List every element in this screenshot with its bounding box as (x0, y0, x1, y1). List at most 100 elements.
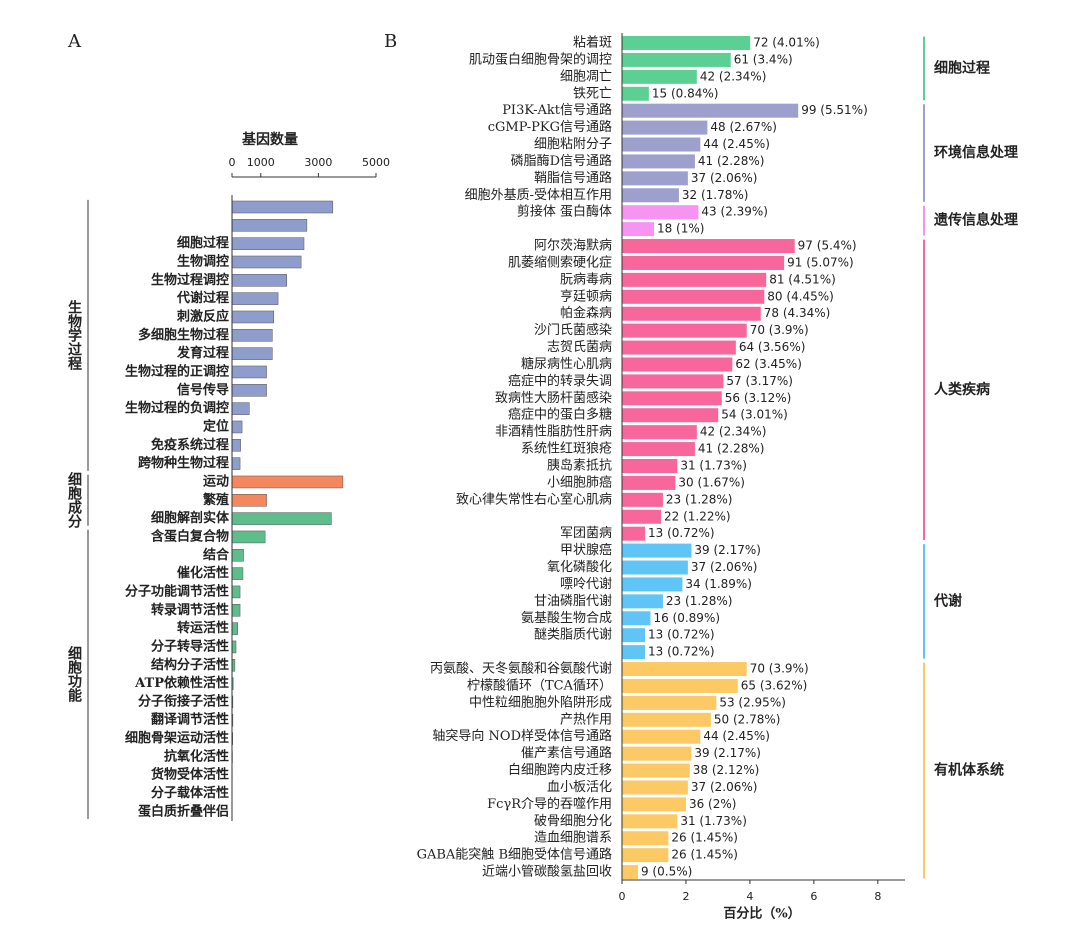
category-label: 系统性红斑狼疮 (521, 441, 612, 457)
bar (622, 628, 646, 643)
value-label: 72 (4.01%) (753, 36, 820, 50)
group-label: 细胞过程 (934, 59, 990, 76)
panel-letter: B (384, 31, 397, 52)
bar (622, 848, 669, 863)
category-label: 运动 (203, 474, 229, 489)
value-label: 32 (1.78%) (682, 188, 749, 202)
category-label: 鞘脂信号通路 (534, 170, 612, 186)
category-label: cGMP-PKG信号通路 (488, 119, 612, 135)
category-label: 定位 (202, 418, 229, 434)
bar (622, 492, 663, 507)
category-label: 磷脂酶D信号通路 (511, 153, 612, 169)
category-label: 帕金森病 (560, 305, 612, 321)
category-label: 细胞解剖实体 (151, 510, 230, 526)
category-label: 免疫系统过程 (151, 437, 229, 453)
bar (622, 239, 795, 254)
panel-letter: A (67, 31, 82, 52)
category-label: 繁殖 (203, 492, 229, 508)
bar (622, 797, 686, 812)
category-label: 致心律失常性右心室心肌病 (456, 491, 612, 507)
category-label: 货物受体活性 (151, 767, 229, 783)
bar (622, 746, 692, 761)
value-label: 41 (2.28%) (698, 154, 765, 168)
bar (231, 439, 241, 452)
x-tick-label: 6 (810, 890, 817, 903)
bar (622, 103, 799, 118)
category-label: 蛋白质折叠伴侣 (138, 803, 229, 819)
value-label: 34 (1.89%) (685, 577, 752, 591)
value-label: 70 (3.9%) (750, 662, 809, 676)
category-label: 分子衔接子活性 (138, 693, 229, 709)
value-label: 80 (4.45%) (767, 289, 834, 303)
category-label: 嘌呤代谢 (560, 576, 612, 592)
bar (622, 577, 683, 592)
value-label: 13 (0.72%) (648, 526, 715, 540)
category-label: 朊病毒病 (560, 272, 612, 287)
category-label: 多细胞生物过程 (138, 327, 229, 343)
value-label: 16 (0.89%) (653, 611, 720, 625)
bar (231, 384, 267, 397)
value-label: 41 (2.28%) (698, 442, 765, 456)
bar (231, 457, 241, 470)
category-label: 轴突导向 NOD样受体信号通路 (432, 728, 612, 744)
value-label: 44 (2.45%) (703, 137, 770, 151)
bar (622, 52, 731, 67)
category-label: 近端小管碳酸氢盐回收 (482, 865, 612, 880)
value-label: 56 (3.12%) (725, 391, 792, 405)
value-label: 31 (1.73%) (680, 459, 747, 473)
category-label: 含蛋白复合物 (150, 528, 229, 544)
bar (622, 323, 747, 338)
value-label: 64 (3.56%) (739, 340, 806, 354)
bar (622, 120, 708, 135)
category-label: 细胞粘附分子 (534, 137, 612, 152)
bar (622, 780, 688, 795)
value-label: 36 (2%) (689, 797, 736, 811)
value-label: 23 (1.28%) (666, 492, 733, 506)
group-label: 生物学过程 (66, 300, 82, 372)
category-label: 糖尿病性心肌病 (521, 356, 612, 372)
bar (231, 237, 305, 250)
category-label: 产热作用 (560, 712, 612, 727)
x-tick-label: 3000 (304, 156, 332, 169)
bar (622, 560, 688, 575)
category-label: 结合 (203, 547, 230, 563)
category-label: 分子载体活性 (151, 785, 229, 801)
category-label: 肌动蛋白细胞骨架的调控 (469, 51, 612, 67)
category-label: 白细胞跨内皮迁移 (508, 762, 612, 778)
category-label: 甘油磷脂代谢 (534, 593, 612, 609)
group-label: 人类疾病 (934, 381, 990, 398)
value-label: 18 (1%) (657, 222, 704, 236)
bar (231, 622, 239, 635)
x-tick-label: 1000 (247, 156, 275, 169)
category-label: 小细胞肺癌 (547, 474, 612, 490)
x-tick-label: 4 (746, 890, 753, 903)
value-label: 37 (2.06%) (691, 560, 758, 574)
x-tick-label: 5000 (362, 156, 390, 169)
bar (622, 475, 676, 490)
value-label: 22 (1.22%) (664, 509, 731, 523)
category-label: 甲状腺癌 (560, 542, 612, 558)
category-label: 分子功能调节活性 (125, 583, 229, 599)
bar (622, 509, 662, 524)
category-label: 抗氧化活性 (164, 748, 229, 764)
value-label: 70 (3.9%) (750, 323, 809, 337)
value-label: 39 (2.17%) (694, 543, 761, 557)
bar (622, 425, 697, 440)
category-label: 跨物种生物过程 (138, 455, 229, 471)
category-label: 破骨细胞分化 (534, 814, 612, 829)
group-label: 代谢 (933, 592, 962, 609)
value-label: 13 (0.72%) (648, 645, 715, 659)
value-label: 62 (3.45%) (735, 357, 802, 371)
bar (622, 543, 692, 558)
value-label: 54 (3.01%) (721, 408, 788, 422)
value-label: 48 (2.67%) (710, 120, 777, 134)
category-label: 转录调节活性 (151, 602, 229, 618)
bar (622, 712, 711, 727)
category-label: 阿尔茨海默病 (534, 238, 612, 254)
bar (622, 171, 688, 186)
category-label: 丙氨酸、天冬氨酸和谷氨酸代谢 (430, 661, 612, 677)
bar (231, 310, 275, 324)
category-label: 生物调控 (177, 253, 229, 269)
bar (622, 357, 733, 372)
